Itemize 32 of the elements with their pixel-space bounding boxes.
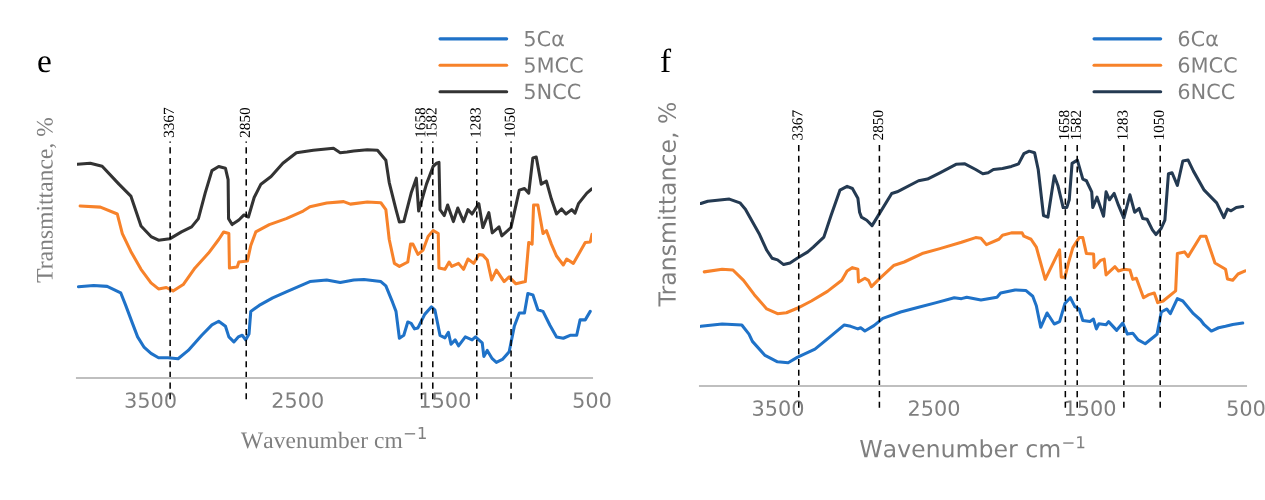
legend-label: 5Cα [524,30,564,47]
y-axis-title: Transmittance, % [657,102,679,307]
ref-line-label: 1283 [1117,110,1128,140]
ref-line-label: 3367 [163,107,174,138]
legend-label: 6MCC [1178,57,1237,73]
x-tick-label: 2500 [909,400,960,417]
ref-line-label: 1582 [1070,110,1082,140]
ref-line-label: 1283 [470,107,481,137]
ref-line-label: 1582 [426,108,437,137]
x-tick-label: 500 [1227,400,1265,417]
y-axis-title: Transmittance, % [36,117,57,283]
legend-label: 5NCC [524,83,581,100]
ref-line-label: 3367 [792,110,803,140]
x-axis-title: Wavenumber cm$^{−1}$ [240,426,426,449]
text: f [661,48,672,72]
x-tick-label: 1500 [420,392,470,409]
legend-label: 6Cα [1178,30,1218,47]
x-axis-title: Wavenumber cm$^{−1}$ [860,436,1085,458]
legend-label: 5MCC [524,57,583,73]
ref-line-label: 1658 [415,107,426,137]
x-tick-label: 3500 [125,392,176,409]
text: e [38,56,51,73]
x-tick-label: 2500 [272,392,323,409]
ref-line-label: 1658 [1058,110,1070,140]
ref-line-label: 2850 [872,110,884,140]
x-tick-label: 3500 [753,400,804,417]
ref-line-label: 1050 [504,107,515,137]
x-tick-label: 500 [573,392,611,409]
ref-line-label: 1050 [1153,110,1165,140]
legend-label: 6NCC [1178,83,1235,100]
x-tick-label: 1500 [1065,400,1116,417]
ref-line-label: 2850 [239,107,251,138]
